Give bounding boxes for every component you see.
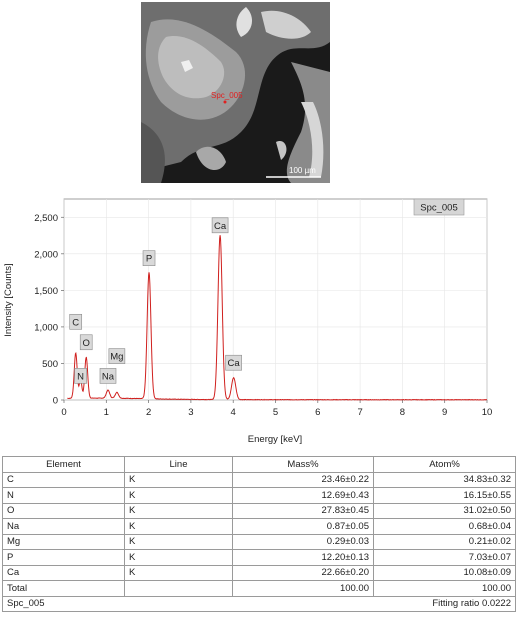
spectrum-legend-label: Spc_005 [420, 203, 458, 214]
table-row: Total 100.00 100.00 [2, 580, 516, 597]
cell-mass: 0.29±0.03 [232, 533, 374, 550]
cell-mass: 12.20±0.13 [232, 549, 374, 566]
cell-atom: 31.02±0.50 [373, 502, 516, 519]
spot-marker [223, 100, 227, 104]
x-tick-label: 6 [315, 407, 320, 418]
peak-label-box [74, 368, 87, 384]
table-row: N K 12.69±0.43 16.15±0.55 [2, 487, 516, 504]
cell-atom: 10.08±0.09 [373, 564, 516, 581]
x-tick-label: 9 [442, 407, 447, 418]
cell-element: C [2, 471, 125, 488]
scale-label: 100 µm [289, 166, 316, 175]
table-row: Mg K 0.29±0.03 0.21±0.02 [2, 533, 516, 550]
cell-mass: 27.83±0.45 [232, 502, 374, 519]
x-tick-label: 7 [357, 407, 362, 418]
cell-line: K [124, 502, 233, 519]
cell-element: Mg [2, 533, 125, 550]
cell-mass: 22.66±0.20 [232, 564, 374, 581]
cell-atom: 7.03±0.07 [373, 549, 516, 566]
y-tick-label: 2,000 [34, 249, 58, 260]
cell-element: O [2, 502, 125, 519]
cell-atom: 100.00 [373, 580, 516, 597]
x-tick-label: 8 [400, 407, 405, 418]
sem-micrograph: Spc_005 100 µm [141, 2, 330, 183]
peak-label: Mg [110, 352, 123, 363]
peak-label: C [72, 317, 79, 328]
peak-label-box [99, 368, 117, 384]
x-axis-label: Energy [keV] [248, 434, 302, 445]
cell-mass: 23.46±0.22 [232, 471, 374, 488]
cell-mass: 12.69±0.43 [232, 487, 374, 504]
x-tick-label: 5 [273, 407, 278, 418]
cell-line: K [124, 518, 233, 535]
cell-line: K [124, 549, 233, 566]
peak-label: P [146, 254, 152, 265]
x-tick-label: 2 [146, 407, 151, 418]
table-row: P K 12.20±0.13 7.03±0.07 [2, 549, 516, 566]
table-header-row: Element Line Mass% Atom% [2, 456, 516, 473]
peak-labels: C N O Na Mg P Ca Ca [69, 217, 242, 384]
cell-line: K [124, 533, 233, 550]
header-mass: Mass% [232, 456, 374, 473]
y-tick-label: 0 [53, 396, 58, 407]
cell-element: P [2, 549, 125, 566]
x-tick-label: 10 [482, 407, 493, 418]
peak-label-box [142, 250, 156, 267]
cell-line: K [124, 471, 233, 488]
x-tick-label: 4 [231, 407, 236, 418]
footer-fitting-ratio: Fitting ratio 0.0222 [232, 595, 516, 612]
eds-spectrum-chart: 0 500 1,000 1,500 2,000 2,500 0 1 2 3 4 5 6 7 8 9 10 C N… [3, 198, 492, 445]
cell-element: N [2, 487, 125, 504]
x-axis-ticks: 0 1 2 3 4 5 6 7 8 9 10 [61, 400, 492, 418]
peak-label: Ca [214, 221, 227, 232]
x-tick-label: 3 [188, 407, 193, 418]
table-footer-row: Spc_005 Fitting ratio 0.0222 [2, 595, 516, 612]
cell-atom: 0.68±0.04 [373, 518, 516, 535]
peak-label-box [79, 334, 93, 351]
y-tick-label: 2,500 [34, 213, 58, 224]
y-axis-ticks: 0 500 1,000 1,500 2,000 2,500 [34, 213, 64, 407]
peak-label-box [225, 354, 242, 371]
cell-line: K [124, 487, 233, 504]
peak-label-box [108, 348, 126, 364]
peak-label-box [69, 313, 83, 330]
y-axis-label: Intensity [Counts] [3, 263, 14, 336]
cell-atom: 34.83±0.32 [373, 471, 516, 488]
peak-label: Na [102, 371, 115, 382]
cell-atom: 16.15±0.55 [373, 487, 516, 504]
footer-spectrum: Spc_005 [2, 595, 233, 612]
header-line: Line [124, 456, 233, 473]
cell-atom: 0.21±0.02 [373, 533, 516, 550]
cell-element: Na [2, 518, 125, 535]
table-row: C K 23.46±0.22 34.83±0.32 [2, 471, 516, 488]
spectrum-line [67, 235, 488, 401]
table-row: Na K 0.87±0.05 0.68±0.04 [2, 518, 516, 535]
peak-label: Ca [228, 358, 241, 369]
cell-line: K [124, 564, 233, 581]
y-tick-label: 500 [42, 359, 58, 370]
y-tick-label: 1,500 [34, 286, 58, 297]
cell-element: Ca [2, 564, 125, 581]
cell-mass: 100.00 [232, 580, 374, 597]
header-atom: Atom% [373, 456, 516, 473]
table-row: Ca K 22.66±0.20 10.08±0.09 [2, 564, 516, 581]
spectrum-legend-box [413, 198, 465, 216]
x-tick-label: 0 [61, 407, 66, 418]
quantification-table: Element Line Mass% Atom% C K 23.46±0.22 34.… [2, 456, 516, 612]
x-tick-label: 1 [104, 407, 109, 418]
peak-label: O [83, 338, 90, 349]
cell-line [124, 580, 233, 597]
y-tick-label: 1,000 [34, 322, 58, 333]
table-row: O K 27.83±0.45 31.02±0.50 [2, 502, 516, 519]
header-element: Element [2, 456, 125, 473]
cell-mass: 0.87±0.05 [232, 518, 374, 535]
peak-label: N [77, 371, 84, 382]
cell-element: Total [2, 580, 125, 597]
grid [63, 199, 488, 401]
spot-label: Spc_005 [211, 91, 243, 100]
peak-label-box [211, 217, 229, 234]
